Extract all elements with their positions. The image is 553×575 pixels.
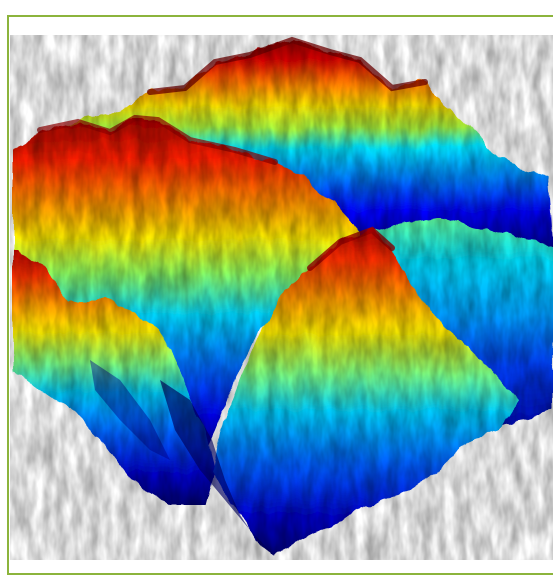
image-frame	[7, 15, 553, 575]
terrain-surface	[10, 35, 553, 560]
terrain-texture	[10, 35, 553, 560]
